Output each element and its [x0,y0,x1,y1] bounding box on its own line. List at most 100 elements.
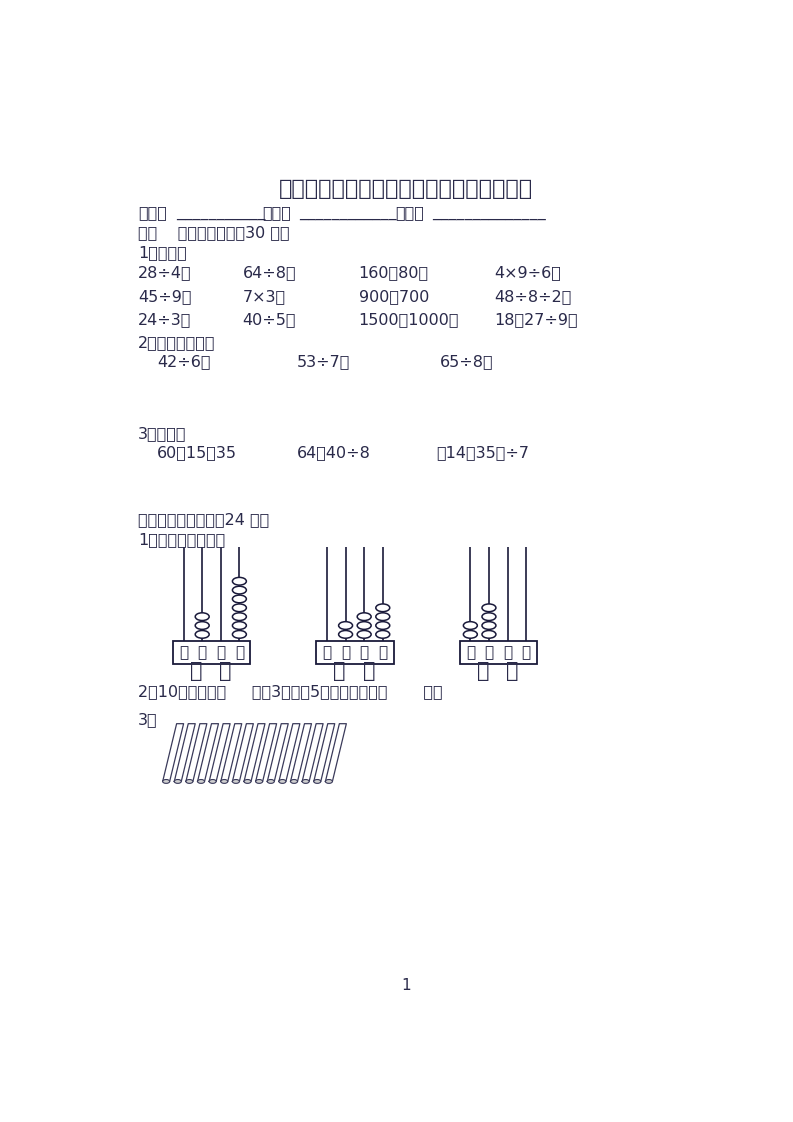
Text: 3、计算。: 3、计算。 [138,425,186,441]
Ellipse shape [376,631,389,638]
Text: 个: 个 [235,645,244,661]
Text: 24÷3＝: 24÷3＝ [138,312,191,327]
Text: 1: 1 [401,977,411,993]
Ellipse shape [255,780,262,783]
Polygon shape [244,724,265,781]
Ellipse shape [339,622,353,629]
Bar [173,642,251,664]
Ellipse shape [209,780,216,783]
Text: 十: 十 [503,645,512,661]
Text: 60－15－35: 60－15－35 [157,445,237,460]
Ellipse shape [232,604,247,611]
Polygon shape [302,724,323,781]
Text: 个: 个 [522,645,531,661]
Text: 千: 千 [323,645,331,661]
Text: （: （ [477,661,489,681]
Text: 3、: 3、 [138,712,158,727]
Text: 2、用竖式计算。: 2、用竖式计算。 [138,334,216,350]
Polygon shape [174,724,195,781]
Polygon shape [290,724,312,781]
Polygon shape [209,724,230,781]
Ellipse shape [174,780,182,783]
Text: 百: 百 [341,645,351,661]
Text: 二、认真填一填。（24 分）: 二、认真填一填。（24 分） [138,512,269,527]
Ellipse shape [325,780,332,783]
Text: 64－40÷8: 64－40÷8 [297,445,370,460]
Bar [316,642,393,664]
Text: 65÷8＝: 65÷8＝ [440,355,494,369]
Text: 2、10个一千是（     ）；3个千、5个十合起来是（       ）。: 2、10个一千是（ ）；3个千、5个十合起来是（ ）。 [138,684,442,699]
Text: 42÷6＝: 42÷6＝ [157,355,211,369]
Text: 48÷8÷2＝: 48÷8÷2＝ [494,288,572,304]
Text: 姓名：: 姓名： [138,205,167,221]
Text: ___________: ___________ [177,205,266,221]
Ellipse shape [314,780,321,783]
Ellipse shape [195,631,209,638]
Polygon shape [255,724,277,781]
Ellipse shape [232,613,247,620]
Polygon shape [197,724,219,781]
Text: （14＋35）÷7: （14＋35）÷7 [436,445,529,460]
Text: 部编人教版二年级数学下学期期末考试试题: 部编人教版二年级数学下学期期末考试试题 [279,180,533,200]
Ellipse shape [290,780,297,783]
Text: 个: 个 [378,645,387,661]
Text: （: （ [190,661,202,681]
Text: 千: 千 [465,645,475,661]
Text: 4×9÷6＝: 4×9÷6＝ [494,266,561,280]
Text: 900＋700: 900＋700 [358,288,429,304]
Text: ____________: ____________ [299,205,396,221]
Text: 1、口算。: 1、口算。 [138,246,186,260]
Text: 1、写出下面各数。: 1、写出下面各数。 [138,532,225,546]
Ellipse shape [232,578,247,585]
Ellipse shape [279,780,286,783]
Ellipse shape [195,622,209,629]
Ellipse shape [163,780,170,783]
Polygon shape [325,724,347,781]
Ellipse shape [463,631,477,638]
Text: 160－80＝: 160－80＝ [358,266,429,280]
Polygon shape [232,724,253,781]
Text: 64÷8＝: 64÷8＝ [243,266,296,280]
Text: 十: 十 [359,645,369,661]
Text: 53÷7＝: 53÷7＝ [297,355,351,369]
Text: 分数：: 分数： [395,205,424,221]
Ellipse shape [232,586,247,594]
Text: 28÷4＝: 28÷4＝ [138,266,191,280]
Text: 百: 百 [197,645,207,661]
Ellipse shape [302,780,309,783]
Text: 40÷5＝: 40÷5＝ [243,312,296,327]
Text: （: （ [333,661,346,681]
Ellipse shape [482,622,496,629]
Polygon shape [314,724,335,781]
Text: 45÷9＝: 45÷9＝ [138,288,191,304]
Ellipse shape [357,631,371,638]
Ellipse shape [482,604,496,611]
Ellipse shape [232,780,239,783]
Ellipse shape [376,604,389,611]
Text: 百: 百 [485,645,493,661]
Text: ）: ） [219,661,232,681]
Polygon shape [163,724,184,781]
Ellipse shape [267,780,274,783]
Ellipse shape [232,631,247,638]
Text: 一、    细心算一算。（30 分）: 一、 细心算一算。（30 分） [138,226,289,240]
Ellipse shape [220,780,228,783]
Text: ）: ） [362,661,375,681]
Ellipse shape [339,631,353,638]
Ellipse shape [376,622,389,629]
Ellipse shape [376,613,389,620]
Ellipse shape [244,780,251,783]
Ellipse shape [463,622,477,629]
Ellipse shape [232,622,247,629]
Ellipse shape [482,613,496,620]
Text: ）: ） [506,661,519,681]
Polygon shape [267,724,288,781]
Polygon shape [279,724,300,781]
Polygon shape [220,724,242,781]
Ellipse shape [357,622,371,629]
Ellipse shape [197,780,205,783]
Text: 18＋27÷9＝: 18＋27÷9＝ [494,312,578,327]
Polygon shape [186,724,207,781]
Text: 7×3＝: 7×3＝ [243,288,285,304]
Ellipse shape [195,613,209,620]
